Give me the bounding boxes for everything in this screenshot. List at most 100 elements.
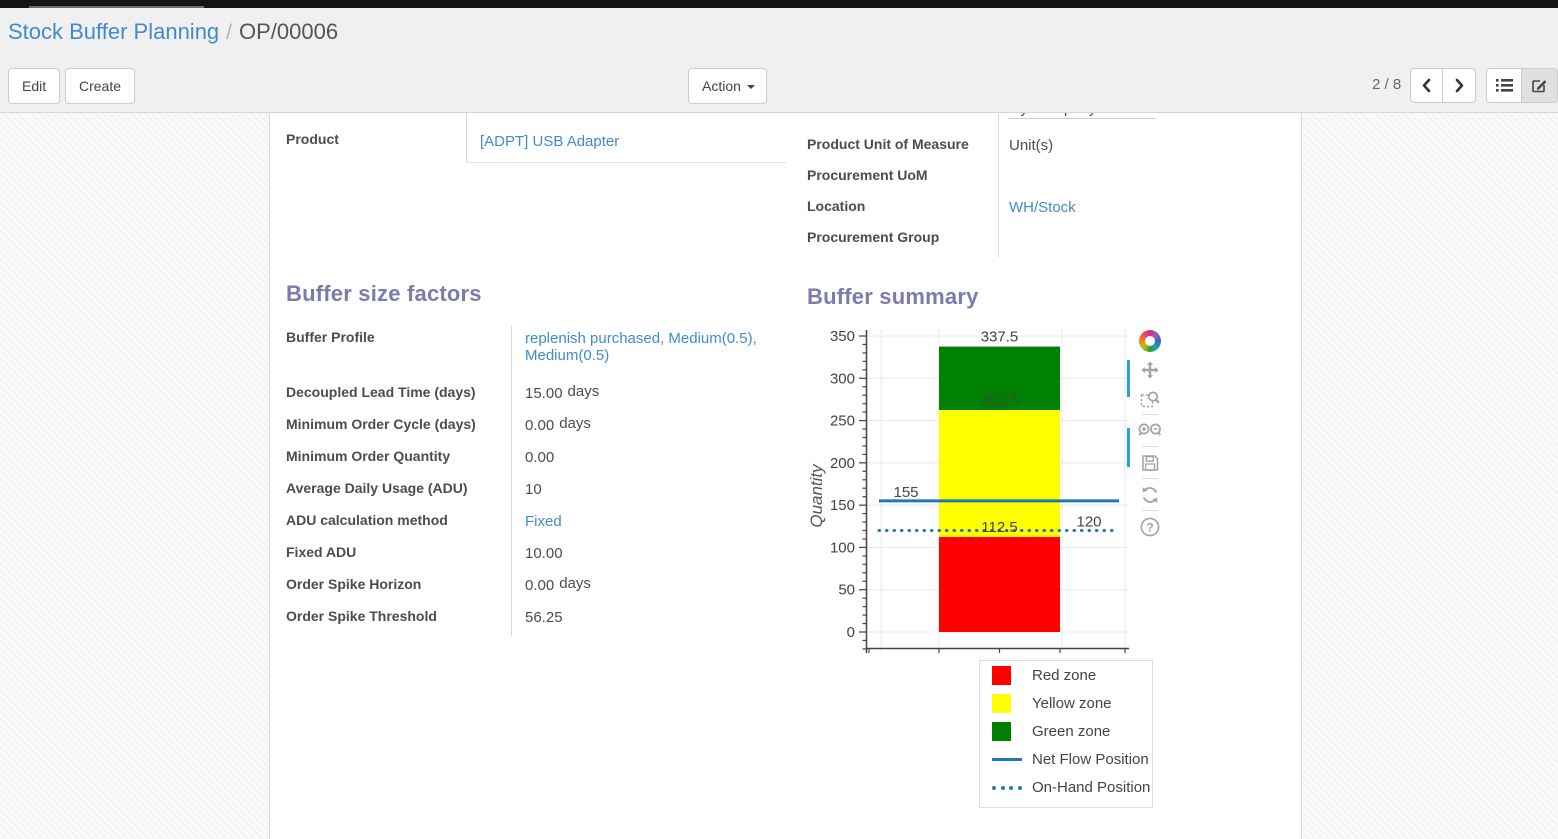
legend-item[interactable]: Yellow zone [992, 690, 1152, 717]
field-value: 56.25 [511, 604, 786, 636]
field-row: Location WH/Stock [807, 195, 1293, 226]
svg-text:112.5: 112.5 [981, 519, 1017, 536]
yellow-zone-swatch [992, 694, 1026, 713]
column-separator-segment [998, 113, 999, 133]
field-label: Procurement Group [807, 229, 940, 245]
field-label-product: Product [286, 131, 339, 147]
legend-color-square [992, 666, 1011, 685]
field-row: Product Unit of Measure Unit(s) [807, 133, 1293, 164]
plotly-logo-icon[interactable] [1137, 328, 1163, 354]
field-value: 0.00 days [511, 412, 786, 444]
field-label: Decoupled Lead Time (days) [286, 384, 476, 400]
field-label: Product Unit of Measure [807, 136, 969, 152]
help-icon[interactable]: ? [1137, 514, 1163, 540]
field-label: Buffer Profile [286, 329, 375, 345]
form-view-button[interactable] [1522, 68, 1558, 103]
section-title-buffer-size-factors: Buffer size factors [286, 281, 482, 306]
field-row: Decoupled Lead Time (days) 15.00 days [286, 380, 786, 412]
buffer-summary-chart[interactable]: 0 50 100 150 200 250 300 350 Quantity 112.5 262.5 3… [807, 320, 1167, 662]
field-row: ADU calculation method Fixed [286, 508, 786, 540]
legend-dotted-swatch [992, 785, 1022, 790]
pager-previous-button[interactable] [1410, 68, 1443, 103]
reset-axes-icon[interactable] [1137, 482, 1163, 508]
pager-counter: 2 / 8 [1372, 76, 1402, 93]
breadcrumb-separator: / [226, 21, 233, 44]
field-value-text: Unit(s) [1009, 137, 1054, 154]
field-value-text: 10 [525, 481, 542, 498]
field-value-link[interactable]: Fixed [525, 513, 562, 530]
chart-canvas[interactable]: 0 50 100 150 200 250 300 350 Quantity 112.5 262.5 3… [807, 320, 1163, 662]
svg-text:Quantity: Quantity [807, 463, 826, 528]
window-top-strip [0, 0, 1558, 8]
svg-text:50: 50 [838, 582, 855, 599]
field-value-link[interactable]: replenish purchased, Medium(0.5), Medium… [525, 330, 757, 364]
legend-color-square [992, 694, 1011, 713]
modebar-separator [1142, 478, 1158, 479]
action-dropdown-button[interactable]: Action [688, 68, 767, 104]
field-row: Order Spike Horizon 0.00 days [286, 572, 786, 604]
field-unit: days [559, 415, 591, 432]
field-value-link[interactable]: WH/Stock [1009, 199, 1076, 216]
section-title-buffer-summary: Buffer summary [807, 284, 979, 309]
svg-text:200: 200 [830, 455, 855, 472]
field-value-text: 56.25 [525, 609, 563, 626]
form-sheet: My Company Product [ADPT] USB Adapter Pr… [269, 113, 1302, 839]
create-button[interactable]: Create [65, 68, 136, 104]
box-zoom-icon[interactable] [1137, 386, 1163, 412]
legend-item[interactable]: Red zone [992, 662, 1152, 689]
svg-text:120: 120 [1076, 514, 1101, 531]
field-row: Buffer Profile replenish purchased, Mediu… [286, 325, 786, 380]
edit-form-icon [1532, 80, 1547, 93]
svg-text:100: 100 [830, 539, 855, 556]
svg-text:150: 150 [830, 497, 855, 514]
legend-label: On-Hand Position [1032, 779, 1151, 796]
legend-dot [1009, 785, 1014, 790]
field-value: 0.00 days [511, 572, 786, 604]
on-hand-position-swatch [992, 785, 1026, 790]
field-value: 10.00 [511, 540, 786, 572]
save-icon[interactable] [1137, 450, 1163, 476]
pan-icon[interactable] [1137, 357, 1163, 383]
legend-line-swatch [992, 758, 1022, 761]
measure-location-group: Product Unit of Measure Unit(s) Procuremen… [807, 133, 1293, 257]
breadcrumb-parent-link[interactable]: Stock Buffer Planning [8, 19, 220, 44]
legend-item[interactable]: Green zone [992, 718, 1152, 745]
pager-next-button[interactable] [1443, 68, 1476, 103]
field-value-text: 0.00 [525, 417, 555, 434]
legend-label: Net Flow Position [1032, 751, 1149, 768]
product-link[interactable]: [ADPT] USB Adapter [480, 133, 620, 150]
field-value: replenish purchased, Medium(0.5), Medium… [511, 325, 786, 380]
field-label: Minimum Order Cycle (days) [286, 416, 476, 432]
legend-dot [1000, 785, 1005, 790]
edit-button[interactable]: Edit [8, 68, 61, 104]
legend-dot [992, 785, 996, 790]
svg-text:?: ? [1146, 521, 1153, 535]
field-label: Minimum Order Quantity [286, 448, 451, 464]
field-value [998, 164, 1293, 195]
field-row: Product [ADPT] USB Adapter [286, 127, 786, 163]
legend-item[interactable]: On-Hand Position [992, 774, 1152, 801]
modebar-accent-bar [1127, 428, 1130, 467]
field-unit: days [559, 575, 591, 592]
legend-label: Red zone [1032, 667, 1097, 684]
svg-text:0: 0 [847, 624, 855, 641]
list-view-button[interactable] [1486, 68, 1522, 103]
field-value: 15.00 days [511, 380, 786, 412]
pager-nav [1410, 68, 1476, 103]
field-value: Unit(s) [998, 133, 1293, 164]
legend-item[interactable]: Net Flow Position [992, 746, 1152, 773]
zoom-in-out-icon[interactable] [1137, 418, 1163, 444]
breadcrumb: Stock Buffer Planning / OP/00006 [8, 19, 338, 45]
field-row: Fixed ADU 10.00 [286, 540, 786, 572]
field-label: Order Spike Horizon [286, 576, 422, 592]
field-value-text: 0.00 [525, 577, 555, 594]
svg-text:262.5: 262.5 [981, 392, 1019, 409]
svg-text:350: 350 [830, 328, 855, 345]
field-value-text: 10.00 [525, 545, 563, 562]
field-row: Minimum Order Cycle (days) 0.00 days [286, 412, 786, 444]
chart-legend: Red zone Yellow zone Green zone Net Flow Po… [979, 660, 1153, 808]
field-row: Procurement UoM [807, 164, 1293, 195]
field-unit: days [567, 383, 600, 400]
field-value: WH/Stock [998, 195, 1293, 226]
svg-text:250: 250 [830, 413, 855, 430]
